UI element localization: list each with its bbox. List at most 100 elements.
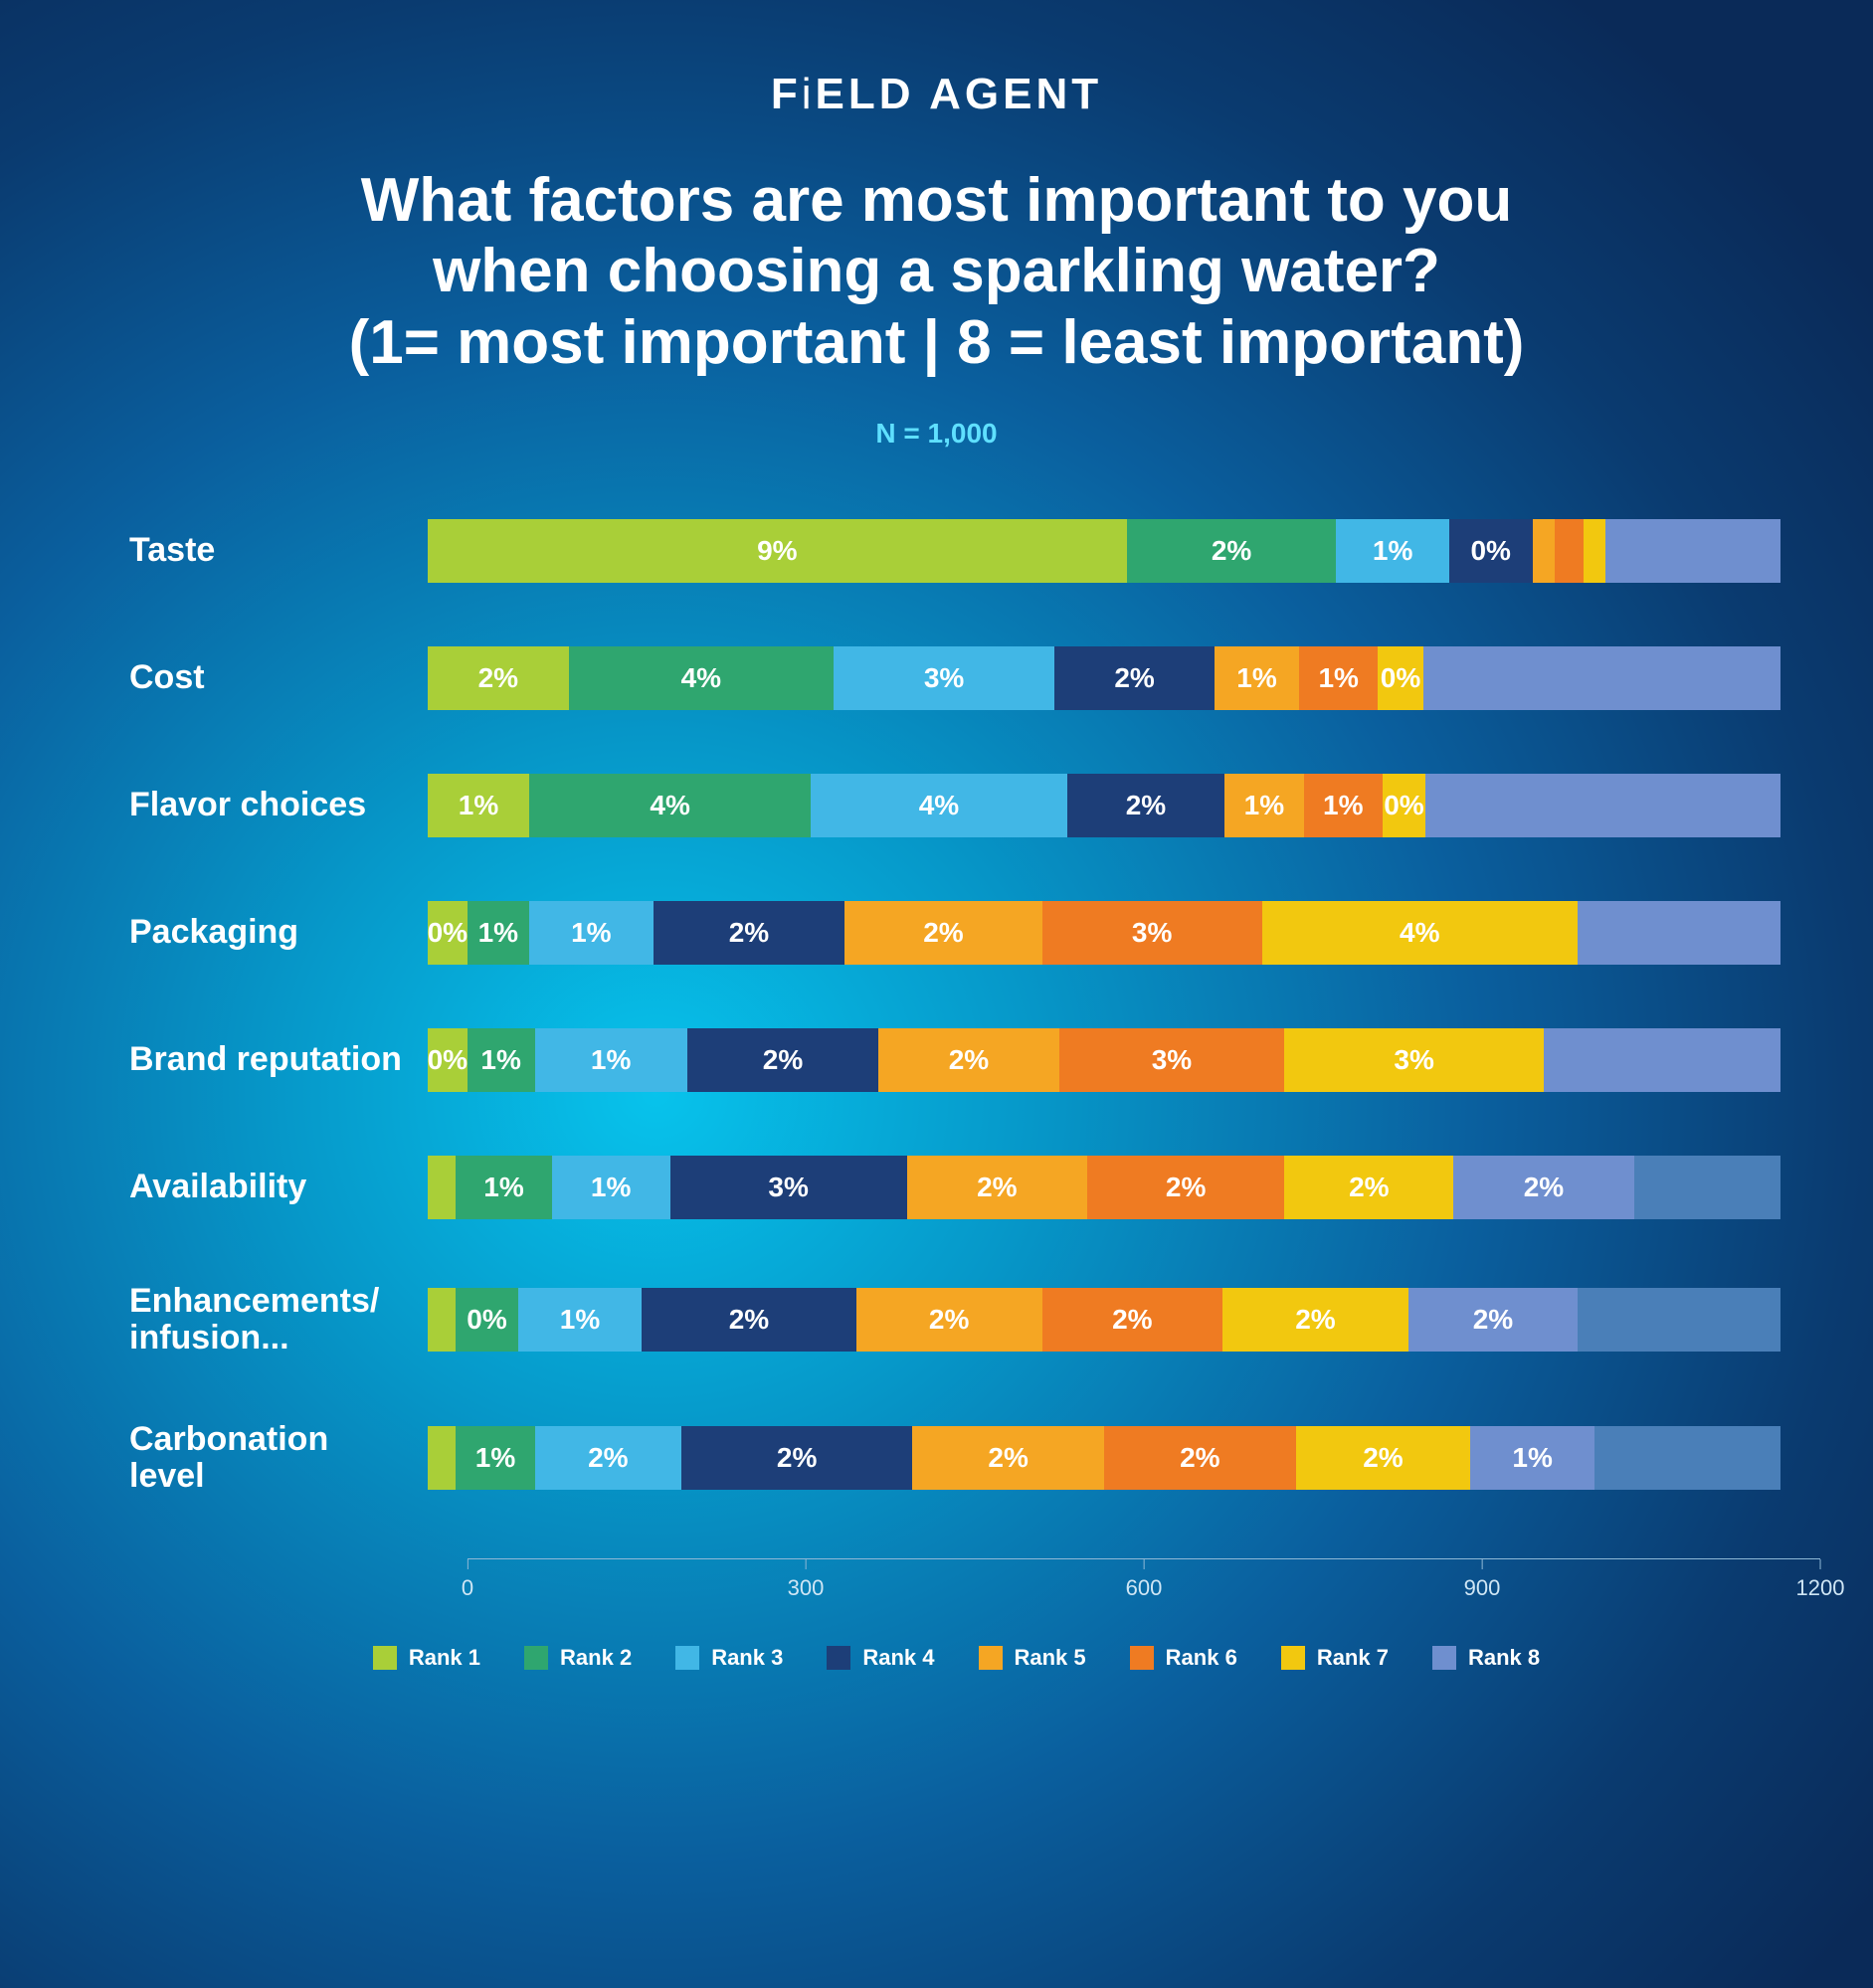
bar-segment: 0% [1449,519,1533,583]
legend-item: Rank 6 [1130,1645,1237,1671]
bar-segment: 2% [1054,646,1215,710]
legend-item: Rank 2 [524,1645,632,1671]
bar-segment: 1% [1299,646,1378,710]
legend-swatch [827,1646,850,1670]
chart-row: Flavor choices1%4%4%2%1%1%0% [129,774,1783,837]
bar-segment: 2% [535,1426,681,1490]
x-axis-tick: 1200 [1796,1559,1845,1601]
stacked-bar: 1%4%4%2%1%1%0% [428,774,1780,837]
legend-item: Rank 4 [827,1645,934,1671]
chart-row: Enhancements/infusion...0%1%2%2%2%2%2% [129,1283,1783,1357]
legend-swatch [1432,1646,1456,1670]
brand-logo: FiELD AGENT [90,70,1783,119]
bar-segment [1578,901,1780,965]
bar-segment: 1% [518,1288,643,1352]
chart-subtitle: N = 1,000 [90,418,1783,450]
chart-row: Cost2%4%3%2%1%1%0% [129,646,1783,710]
bar-segment [1594,1426,1780,1490]
bar-segment: 1% [552,1156,670,1219]
legend-label: Rank 3 [711,1645,783,1671]
bar-segment: 3% [1284,1028,1544,1092]
bar-segment: 2% [1104,1426,1296,1490]
legend-label: Rank 7 [1317,1645,1389,1671]
bar-segment: 9% [428,519,1127,583]
bar-segment [1425,774,1780,837]
bar-segment: 4% [569,646,834,710]
bar-segment: 0% [1383,774,1425,837]
bar-segment: 1% [1470,1426,1594,1490]
bar-segment [1544,1028,1780,1092]
legend-item: Rank 7 [1281,1645,1389,1671]
legend-item: Rank 5 [979,1645,1086,1671]
chart-row: Availability1%1%3%2%2%2%2% [129,1156,1783,1219]
legend-swatch [373,1646,397,1670]
x-axis-tick: 900 [1464,1559,1501,1601]
x-axis-ticks: 03006009001200 [468,1559,1820,1599]
bar-segment: 1% [468,1028,535,1092]
bar-segment: 4% [1262,901,1578,965]
bar-segment: 0% [456,1288,517,1352]
bar-segment: 2% [1284,1156,1453,1219]
category-label: Enhancements/infusion... [129,1283,428,1357]
bar-segment: 2% [428,646,569,710]
bar-segment [1584,519,1606,583]
legend-label: Rank 8 [1468,1645,1540,1671]
bar-segment: 4% [811,774,1066,837]
bar-segment: 1% [1304,774,1383,837]
stacked-bar: 0%1%1%2%2%3%4% [428,901,1780,965]
bar-segment [1533,519,1556,583]
bar-segment: 1% [428,774,529,837]
bar-segment: 1% [1336,519,1448,583]
bar-segment: 2% [1087,1156,1284,1219]
stacked-bar-chart: Taste9%2%1%0%Cost2%4%3%2%1%1%0%Flavor ch… [129,519,1783,1672]
legend-label: Rank 1 [409,1645,480,1671]
category-label: Flavor choices [129,787,428,823]
bar-segment [428,1426,456,1490]
legend-swatch [524,1646,548,1670]
bar-segment: 3% [1042,901,1262,965]
bar-segment [1578,1288,1780,1352]
bar-segment: 4% [529,774,811,837]
bar-segment: 2% [1408,1288,1578,1352]
category-label: Carbonation level [129,1421,428,1496]
x-axis-tick: 300 [788,1559,825,1601]
legend-label: Rank 5 [1015,1645,1086,1671]
bar-segment: 2% [687,1028,879,1092]
bar-segment: 1% [1224,774,1303,837]
chart-title: What factors are most important to you w… [191,165,1683,378]
legend-item: Rank 8 [1432,1645,1540,1671]
legend-label: Rank 6 [1166,1645,1237,1671]
bar-segment: 0% [1378,646,1422,710]
legend-swatch [979,1646,1003,1670]
bar-segment: 1% [1215,646,1299,710]
chart-row: Packaging0%1%1%2%2%3%4% [129,901,1783,965]
chart-row: Brand reputation0%1%1%2%2%3%3% [129,1028,1783,1092]
chart-legend: Rank 1 Rank 2 Rank 3 Rank 4 Rank 5 Rank 6 Rank… [129,1645,1783,1671]
bar-segment [1634,1156,1780,1219]
stacked-bar: 0%1%1%2%2%3%3% [428,1028,1780,1092]
legend-label: Rank 2 [560,1645,632,1671]
bar-segment [1423,646,1780,710]
bar-segment: 1% [468,901,529,965]
bar-segment [428,1156,456,1219]
bar-segment [428,1288,456,1352]
x-axis-tick: 600 [1126,1559,1163,1601]
bar-segment: 2% [878,1028,1058,1092]
x-axis: 03006009001200 [468,1558,1783,1599]
bar-segment: 2% [912,1426,1104,1490]
stacked-bar: 1%2%2%2%2%2%1% [428,1426,1780,1490]
stacked-bar: 1%1%3%2%2%2%2% [428,1156,1780,1219]
stacked-bar: 0%1%2%2%2%2%2% [428,1288,1780,1352]
stacked-bar: 9%2%1%0% [428,519,1780,583]
category-label: Packaging [129,914,428,951]
title-line-2: when choosing a sparkling water? [433,237,1440,305]
category-label: Taste [129,532,428,569]
bar-segment: 3% [1059,1028,1285,1092]
bar-segment: 2% [907,1156,1087,1219]
bar-segment: 2% [681,1426,912,1490]
bar-segment: 2% [1042,1288,1222,1352]
bar-segment: 2% [1453,1156,1633,1219]
legend-label: Rank 4 [862,1645,934,1671]
chart-rows: Taste9%2%1%0%Cost2%4%3%2%1%1%0%Flavor ch… [129,519,1783,1496]
category-label: Brand reputation [129,1041,428,1078]
